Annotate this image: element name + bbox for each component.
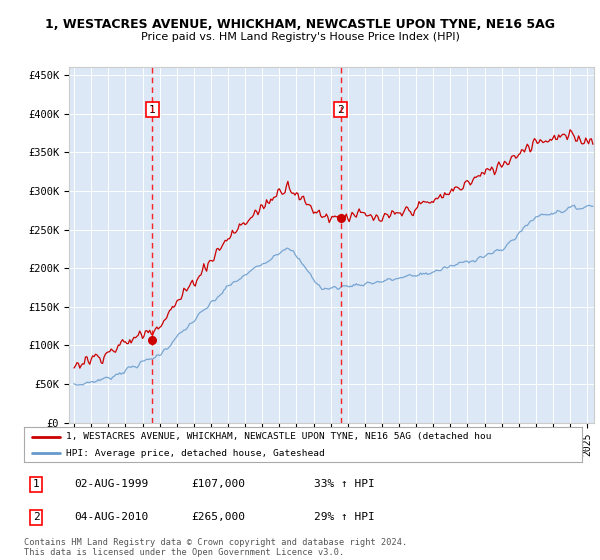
Text: 1: 1 [149, 105, 156, 115]
Text: 04-AUG-2010: 04-AUG-2010 [74, 512, 148, 522]
Text: 2: 2 [33, 512, 40, 522]
Text: 1, WESTACRES AVENUE, WHICKHAM, NEWCASTLE UPON TYNE, NE16 5AG: 1, WESTACRES AVENUE, WHICKHAM, NEWCASTLE… [45, 18, 555, 31]
Text: £265,000: £265,000 [191, 512, 245, 522]
Text: 1: 1 [33, 479, 40, 489]
Text: Contains HM Land Registry data © Crown copyright and database right 2024.
This d: Contains HM Land Registry data © Crown c… [24, 538, 407, 557]
Text: 2: 2 [337, 105, 344, 115]
Text: £107,000: £107,000 [191, 479, 245, 489]
Text: Price paid vs. HM Land Registry's House Price Index (HPI): Price paid vs. HM Land Registry's House … [140, 32, 460, 42]
Text: 29% ↑ HPI: 29% ↑ HPI [314, 512, 375, 522]
Text: 33% ↑ HPI: 33% ↑ HPI [314, 479, 375, 489]
Text: HPI: Average price, detached house, Gateshead: HPI: Average price, detached house, Gate… [66, 449, 325, 458]
Text: 1, WESTACRES AVENUE, WHICKHAM, NEWCASTLE UPON TYNE, NE16 5AG (detached hou: 1, WESTACRES AVENUE, WHICKHAM, NEWCASTLE… [66, 432, 491, 441]
Text: 02-AUG-1999: 02-AUG-1999 [74, 479, 148, 489]
